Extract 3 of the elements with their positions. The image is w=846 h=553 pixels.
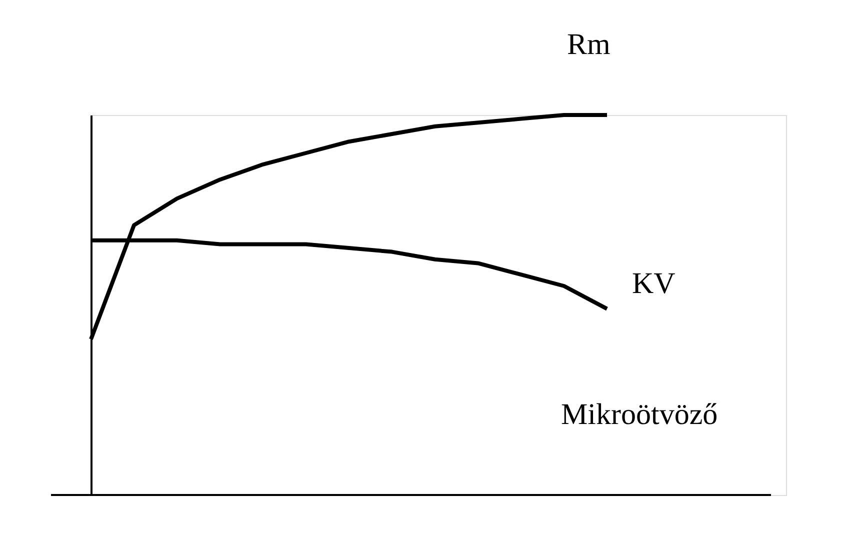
series-label: KV [632, 266, 676, 300]
x-axis-title: Mikroötvöző [561, 398, 718, 431]
series-label: Rm [567, 28, 610, 61]
